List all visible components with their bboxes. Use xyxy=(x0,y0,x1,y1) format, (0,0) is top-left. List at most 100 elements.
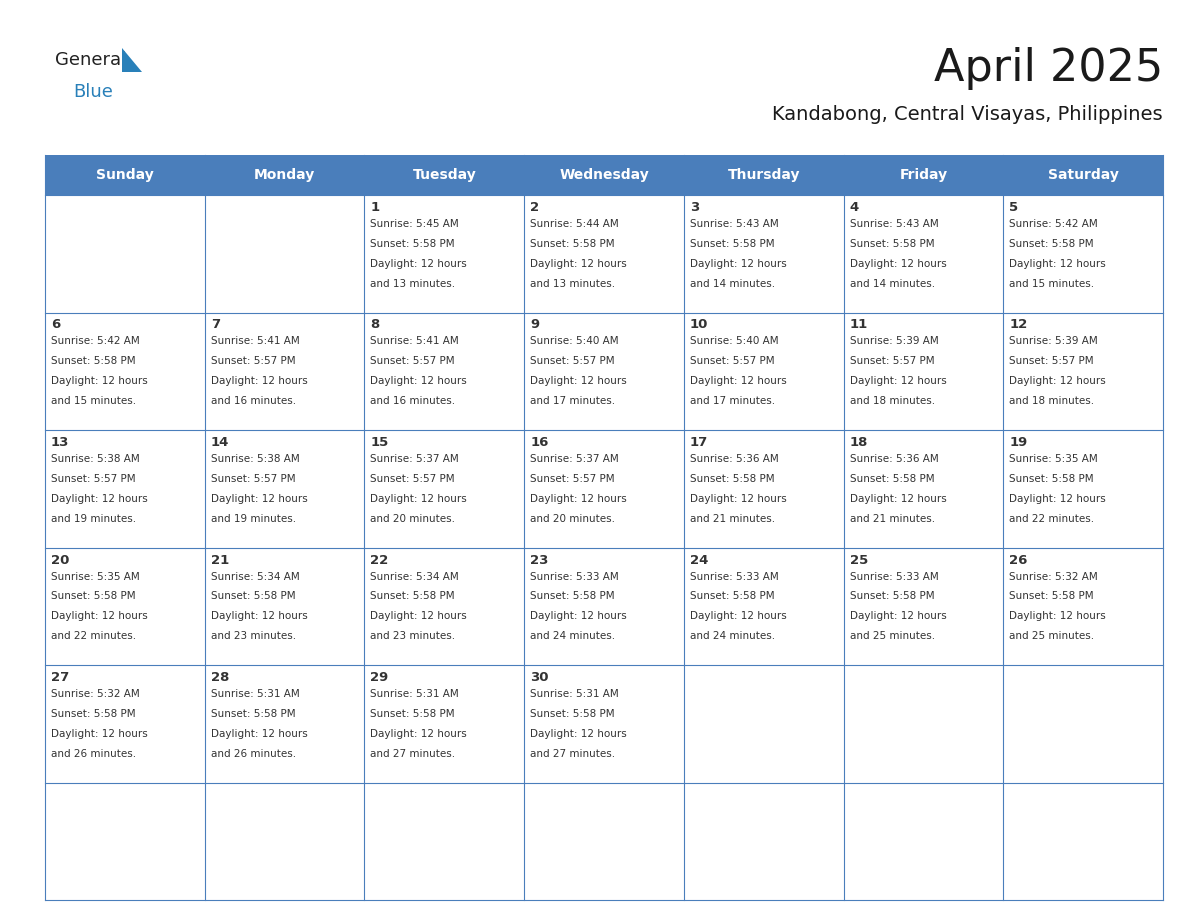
Text: and 23 minutes.: and 23 minutes. xyxy=(371,632,455,641)
Text: Sunrise: 5:32 AM: Sunrise: 5:32 AM xyxy=(1010,572,1098,581)
Bar xyxy=(843,155,1004,195)
Text: Daylight: 12 hours: Daylight: 12 hours xyxy=(849,611,947,621)
Text: Sunrise: 5:33 AM: Sunrise: 5:33 AM xyxy=(849,572,939,581)
Bar xyxy=(843,430,1004,547)
Bar xyxy=(684,665,843,782)
Bar xyxy=(45,782,204,900)
Text: and 13 minutes.: and 13 minutes. xyxy=(530,279,615,288)
Bar xyxy=(524,155,684,195)
Text: and 25 minutes.: and 25 minutes. xyxy=(849,632,935,641)
Text: 26: 26 xyxy=(1010,554,1028,566)
Text: and 17 minutes.: and 17 minutes. xyxy=(690,397,775,406)
Text: Sunrise: 5:31 AM: Sunrise: 5:31 AM xyxy=(371,689,460,699)
Text: Daylight: 12 hours: Daylight: 12 hours xyxy=(1010,376,1106,386)
Text: Sunrise: 5:43 AM: Sunrise: 5:43 AM xyxy=(690,219,778,229)
Text: 25: 25 xyxy=(849,554,867,566)
Text: Sunrise: 5:37 AM: Sunrise: 5:37 AM xyxy=(371,454,460,464)
Text: Sunrise: 5:42 AM: Sunrise: 5:42 AM xyxy=(1010,219,1098,229)
Text: and 14 minutes.: and 14 minutes. xyxy=(690,279,775,288)
Text: Daylight: 12 hours: Daylight: 12 hours xyxy=(530,494,627,504)
Text: Sunset: 5:58 PM: Sunset: 5:58 PM xyxy=(1010,239,1094,249)
Text: 9: 9 xyxy=(530,319,539,331)
Bar xyxy=(684,782,843,900)
Text: Sunrise: 5:38 AM: Sunrise: 5:38 AM xyxy=(210,454,299,464)
Text: 3: 3 xyxy=(690,201,699,214)
Text: 14: 14 xyxy=(210,436,229,449)
Text: 22: 22 xyxy=(371,554,388,566)
Bar xyxy=(1004,312,1163,430)
Text: Monday: Monday xyxy=(254,168,315,182)
Text: 17: 17 xyxy=(690,436,708,449)
Text: Friday: Friday xyxy=(899,168,948,182)
Text: and 16 minutes.: and 16 minutes. xyxy=(371,397,455,406)
Text: Sunset: 5:58 PM: Sunset: 5:58 PM xyxy=(530,709,614,719)
Text: 21: 21 xyxy=(210,554,229,566)
Text: Sunrise: 5:41 AM: Sunrise: 5:41 AM xyxy=(371,337,460,346)
Text: and 17 minutes.: and 17 minutes. xyxy=(530,397,615,406)
Bar xyxy=(45,195,204,312)
Text: and 26 minutes.: and 26 minutes. xyxy=(51,749,137,758)
Text: Daylight: 12 hours: Daylight: 12 hours xyxy=(371,494,467,504)
Text: Sunset: 5:57 PM: Sunset: 5:57 PM xyxy=(210,474,296,484)
Text: Daylight: 12 hours: Daylight: 12 hours xyxy=(51,376,147,386)
Text: Sunrise: 5:40 AM: Sunrise: 5:40 AM xyxy=(690,337,778,346)
Text: Sunrise: 5:42 AM: Sunrise: 5:42 AM xyxy=(51,337,140,346)
Polygon shape xyxy=(122,48,143,72)
Text: Sunset: 5:57 PM: Sunset: 5:57 PM xyxy=(690,356,775,366)
Text: and 13 minutes.: and 13 minutes. xyxy=(371,279,455,288)
Bar xyxy=(365,665,524,782)
Bar xyxy=(204,665,365,782)
Bar xyxy=(524,312,684,430)
Text: Sunrise: 5:36 AM: Sunrise: 5:36 AM xyxy=(690,454,778,464)
Text: Sunrise: 5:44 AM: Sunrise: 5:44 AM xyxy=(530,219,619,229)
Text: Sunrise: 5:33 AM: Sunrise: 5:33 AM xyxy=(530,572,619,581)
Text: Sunrise: 5:39 AM: Sunrise: 5:39 AM xyxy=(849,337,939,346)
Text: Sunrise: 5:34 AM: Sunrise: 5:34 AM xyxy=(210,572,299,581)
Text: Sunset: 5:58 PM: Sunset: 5:58 PM xyxy=(51,356,135,366)
Text: Daylight: 12 hours: Daylight: 12 hours xyxy=(690,494,786,504)
Bar xyxy=(843,312,1004,430)
Text: and 20 minutes.: and 20 minutes. xyxy=(530,514,615,523)
Text: Sunrise: 5:45 AM: Sunrise: 5:45 AM xyxy=(371,219,460,229)
Text: Daylight: 12 hours: Daylight: 12 hours xyxy=(371,259,467,269)
Text: Daylight: 12 hours: Daylight: 12 hours xyxy=(1010,259,1106,269)
Text: Sunday: Sunday xyxy=(96,168,153,182)
Text: and 21 minutes.: and 21 minutes. xyxy=(690,514,775,523)
Text: April 2025: April 2025 xyxy=(934,47,1163,89)
Text: Daylight: 12 hours: Daylight: 12 hours xyxy=(690,611,786,621)
Text: and 24 minutes.: and 24 minutes. xyxy=(690,632,775,641)
Text: 29: 29 xyxy=(371,671,388,684)
Text: Sunrise: 5:40 AM: Sunrise: 5:40 AM xyxy=(530,337,619,346)
Text: 15: 15 xyxy=(371,436,388,449)
Text: Sunset: 5:57 PM: Sunset: 5:57 PM xyxy=(51,474,135,484)
Text: Saturday: Saturday xyxy=(1048,168,1119,182)
Text: and 16 minutes.: and 16 minutes. xyxy=(210,397,296,406)
Bar xyxy=(45,155,204,195)
Bar xyxy=(365,195,524,312)
Text: Sunset: 5:58 PM: Sunset: 5:58 PM xyxy=(1010,591,1094,601)
Text: Sunset: 5:57 PM: Sunset: 5:57 PM xyxy=(530,474,614,484)
Bar xyxy=(843,782,1004,900)
Text: Daylight: 12 hours: Daylight: 12 hours xyxy=(849,494,947,504)
Text: and 25 minutes.: and 25 minutes. xyxy=(1010,632,1094,641)
Text: and 15 minutes.: and 15 minutes. xyxy=(1010,279,1094,288)
Text: and 27 minutes.: and 27 minutes. xyxy=(530,749,615,758)
Text: Daylight: 12 hours: Daylight: 12 hours xyxy=(210,611,308,621)
Bar xyxy=(843,665,1004,782)
Bar xyxy=(684,155,843,195)
Bar xyxy=(1004,547,1163,665)
Text: and 19 minutes.: and 19 minutes. xyxy=(210,514,296,523)
Bar xyxy=(524,547,684,665)
Text: Thursday: Thursday xyxy=(727,168,800,182)
Text: Sunset: 5:58 PM: Sunset: 5:58 PM xyxy=(849,239,934,249)
Bar xyxy=(45,665,204,782)
Bar xyxy=(365,430,524,547)
Text: Tuesday: Tuesday xyxy=(412,168,476,182)
Text: Daylight: 12 hours: Daylight: 12 hours xyxy=(530,376,627,386)
Text: 4: 4 xyxy=(849,201,859,214)
Text: 11: 11 xyxy=(849,319,867,331)
Text: 5: 5 xyxy=(1010,201,1018,214)
Text: and 26 minutes.: and 26 minutes. xyxy=(210,749,296,758)
Text: Sunrise: 5:37 AM: Sunrise: 5:37 AM xyxy=(530,454,619,464)
Text: Sunset: 5:58 PM: Sunset: 5:58 PM xyxy=(690,591,775,601)
